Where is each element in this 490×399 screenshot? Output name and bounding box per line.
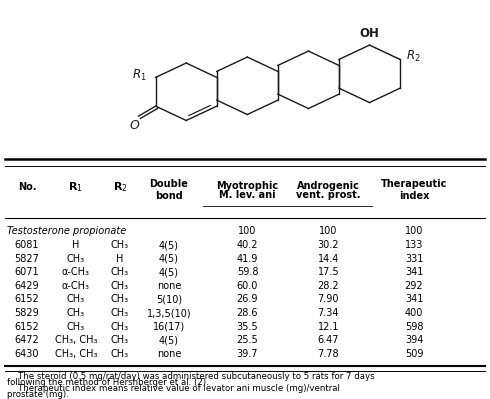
Text: 12.1: 12.1 (318, 322, 339, 332)
Text: CH₃, CH₃: CH₃, CH₃ (55, 335, 97, 345)
Text: 6152: 6152 (15, 322, 39, 332)
Text: CH₃, CH₃: CH₃, CH₃ (55, 349, 97, 359)
Text: Myotrophic: Myotrophic (217, 181, 278, 191)
Text: CH₃: CH₃ (111, 308, 129, 318)
Text: H: H (72, 240, 80, 250)
Text: 341: 341 (405, 267, 423, 277)
Text: Therapeutic index means relative value of levator ani muscle (mg)/ventral: Therapeutic index means relative value o… (7, 384, 340, 393)
Text: 6430: 6430 (15, 349, 39, 359)
Text: CH₃: CH₃ (111, 294, 129, 304)
Text: CH₃: CH₃ (111, 335, 129, 345)
Text: Testosterone propionate: Testosterone propionate (7, 226, 126, 236)
Text: CH₃: CH₃ (67, 322, 85, 332)
Text: 341: 341 (405, 294, 423, 304)
Text: 16(17): 16(17) (153, 322, 185, 332)
Text: H: H (116, 254, 124, 264)
Text: CH₃: CH₃ (111, 240, 129, 250)
Text: 5829: 5829 (15, 308, 39, 318)
Text: 7.78: 7.78 (318, 349, 339, 359)
Text: 28.6: 28.6 (237, 308, 258, 318)
Text: 4(5): 4(5) (159, 254, 179, 264)
Text: 7.90: 7.90 (318, 294, 339, 304)
Text: prostate (mg).: prostate (mg). (7, 390, 69, 399)
Text: 509: 509 (405, 349, 423, 359)
Text: 394: 394 (405, 335, 423, 345)
Text: following the method of Hershberger et al. (2).: following the method of Hershberger et a… (7, 378, 209, 387)
Text: 6472: 6472 (15, 335, 39, 345)
Text: 100: 100 (405, 226, 423, 236)
Text: CH₃: CH₃ (111, 322, 129, 332)
Text: 5827: 5827 (15, 254, 39, 264)
Text: CH₃: CH₃ (67, 294, 85, 304)
Text: 6152: 6152 (15, 294, 39, 304)
Text: 331: 331 (405, 254, 423, 264)
Text: 7.34: 7.34 (318, 308, 339, 318)
Text: CH₃: CH₃ (111, 281, 129, 291)
Text: R$_1$: R$_1$ (69, 181, 83, 194)
Text: 100: 100 (319, 226, 338, 236)
Text: 40.2: 40.2 (237, 240, 258, 250)
Text: 28.2: 28.2 (318, 281, 339, 291)
Text: none: none (157, 349, 181, 359)
Text: O: O (130, 119, 140, 132)
Text: 1,3,5(10): 1,3,5(10) (147, 308, 192, 318)
Text: CH₃: CH₃ (111, 349, 129, 359)
Text: 6081: 6081 (15, 240, 39, 250)
Text: Therapeutic
index: Therapeutic index (381, 179, 447, 201)
Text: α-CH₃: α-CH₃ (62, 281, 90, 291)
Text: 133: 133 (405, 240, 423, 250)
Text: 35.5: 35.5 (237, 322, 258, 332)
Text: Androgenic: Androgenic (297, 181, 360, 191)
Text: 598: 598 (405, 322, 423, 332)
Text: R$_1$: R$_1$ (132, 68, 147, 83)
Text: R$_2$: R$_2$ (406, 49, 421, 64)
Text: 100: 100 (238, 226, 257, 236)
Text: CH₃: CH₃ (67, 254, 85, 264)
Text: 26.9: 26.9 (237, 294, 258, 304)
Text: 59.8: 59.8 (237, 267, 258, 277)
Text: 292: 292 (405, 281, 423, 291)
Text: OH: OH (360, 27, 379, 40)
Text: 4(5): 4(5) (159, 240, 179, 250)
Text: 14.4: 14.4 (318, 254, 339, 264)
Text: 41.9: 41.9 (237, 254, 258, 264)
Text: No.: No. (18, 182, 36, 192)
Text: 6.47: 6.47 (318, 335, 339, 345)
Text: 5(10): 5(10) (156, 294, 182, 304)
Text: vent. prost.: vent. prost. (296, 190, 361, 200)
Text: 17.5: 17.5 (318, 267, 339, 277)
Text: α-CH₃: α-CH₃ (62, 267, 90, 277)
Text: none: none (157, 281, 181, 291)
Text: 25.5: 25.5 (237, 335, 258, 345)
Text: 60.0: 60.0 (237, 281, 258, 291)
Text: R$_2$: R$_2$ (113, 181, 127, 194)
Text: CH₃: CH₃ (67, 308, 85, 318)
Text: 4(5): 4(5) (159, 335, 179, 345)
Text: The steroid (0.5 mg/rat/day) was administered subcutaneously to 5 rats for 7 day: The steroid (0.5 mg/rat/day) was adminis… (7, 372, 375, 381)
Text: 39.7: 39.7 (237, 349, 258, 359)
Text: 6429: 6429 (15, 281, 39, 291)
Text: 400: 400 (405, 308, 423, 318)
Text: CH₃: CH₃ (111, 267, 129, 277)
Text: Double
bond: Double bond (149, 179, 189, 201)
Text: M. lev. ani: M. lev. ani (219, 190, 276, 200)
Text: 4(5): 4(5) (159, 267, 179, 277)
Text: 6071: 6071 (15, 267, 39, 277)
Text: 30.2: 30.2 (318, 240, 339, 250)
